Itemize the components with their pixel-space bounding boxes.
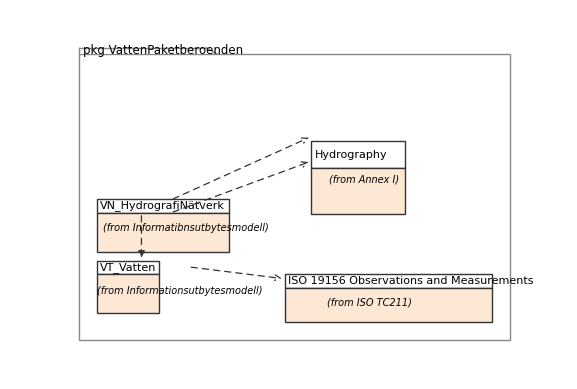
Bar xyxy=(312,168,405,214)
FancyBboxPatch shape xyxy=(79,47,207,54)
Bar xyxy=(97,199,228,213)
Text: (from ISO TC211): (from ISO TC211) xyxy=(327,298,412,308)
Text: VN_HydrografiNätverk: VN_HydrografiNätverk xyxy=(100,201,225,212)
Bar xyxy=(97,261,159,274)
Text: (from Informationsutbytesmodell): (from Informationsutbytesmodell) xyxy=(97,286,262,296)
Bar xyxy=(97,213,228,252)
Text: Hydrography: Hydrography xyxy=(315,149,388,159)
Bar xyxy=(284,274,493,288)
Text: VT_Vatten: VT_Vatten xyxy=(100,262,157,273)
Bar xyxy=(97,274,159,313)
Text: (from Informatibnsutbytesmodell): (from Informatibnsutbytesmodell) xyxy=(103,223,268,233)
Bar xyxy=(312,141,405,168)
Text: pkg VattenPaketberoenden: pkg VattenPaketberoenden xyxy=(83,44,243,57)
Text: ISO 19156 Observations and Measurements: ISO 19156 Observations and Measurements xyxy=(288,276,534,286)
Bar xyxy=(284,288,493,322)
Text: (from Annex I): (from Annex I) xyxy=(329,175,399,185)
